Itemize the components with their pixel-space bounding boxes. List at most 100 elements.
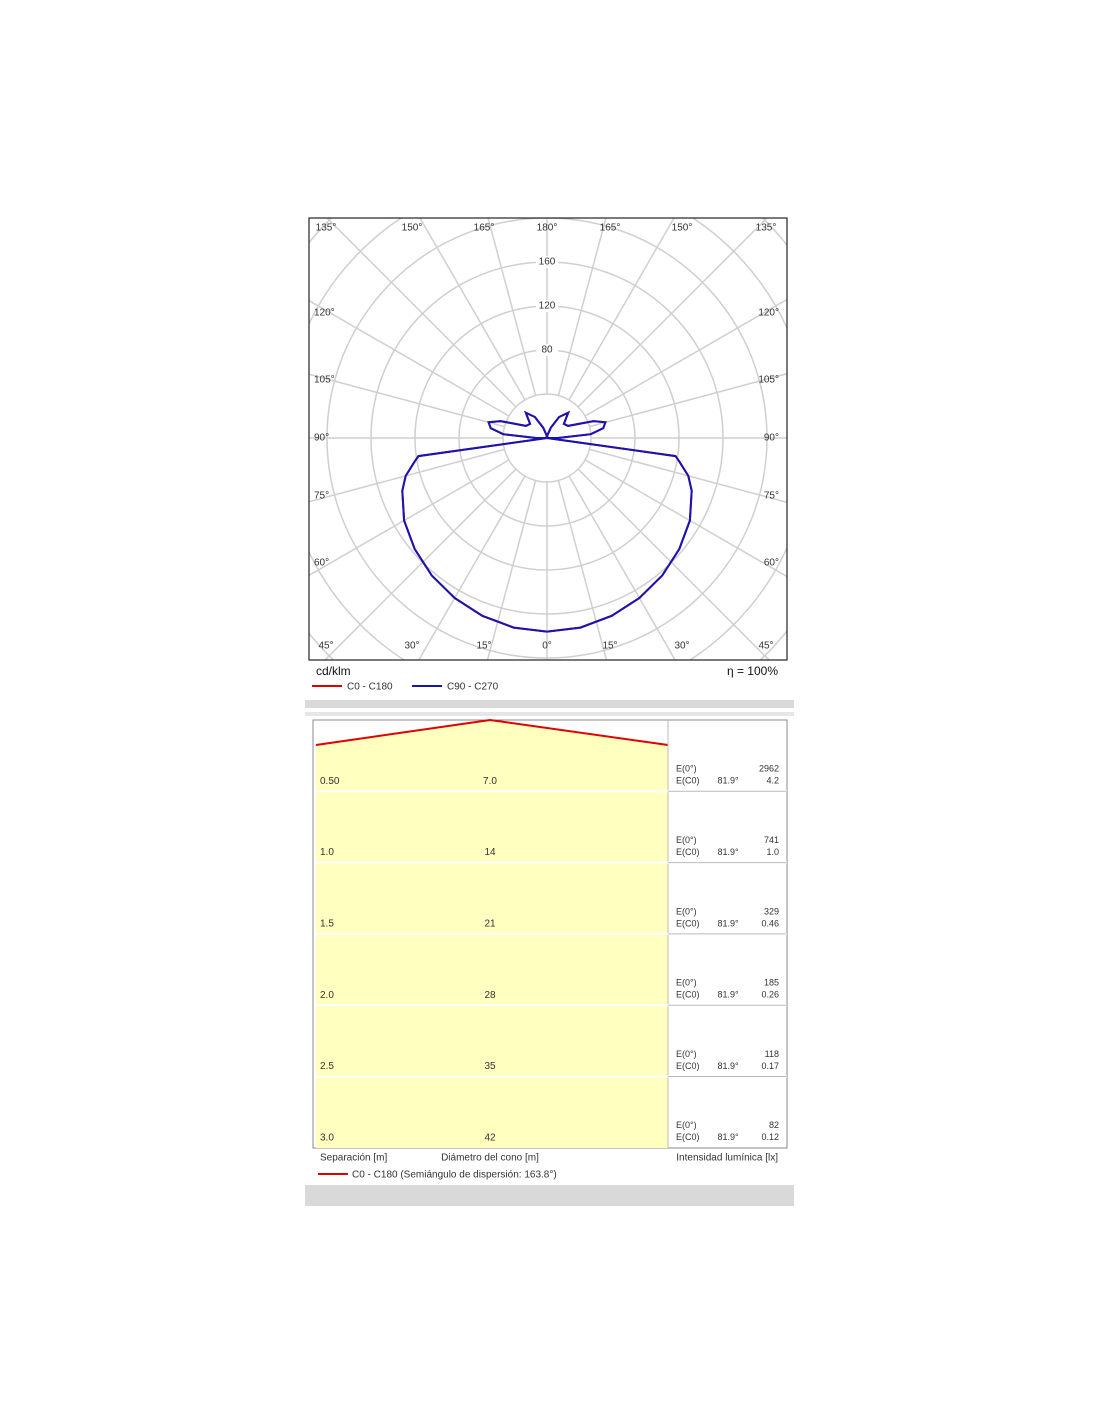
tick-bg <box>536 256 558 268</box>
angle-label: 45° <box>758 641 773 652</box>
e0-label: E(0°) <box>676 978 697 988</box>
angle-label: 0° <box>542 641 552 652</box>
legend-label: C90 - C270 <box>447 682 499 693</box>
separation: 2.0 <box>320 990 334 1001</box>
separation: 1.5 <box>320 919 334 930</box>
radial-line <box>309 299 510 417</box>
r-tick-label: 160 <box>539 257 556 268</box>
angle-label: 120° <box>314 308 335 319</box>
angle-label: 150° <box>672 223 693 234</box>
ec0-value: 0.12 <box>761 1132 779 1142</box>
angle: 81.9° <box>717 1061 739 1071</box>
diameter: 21 <box>484 919 496 930</box>
radial-line <box>577 468 771 660</box>
legend-label: C0 - C180 <box>347 682 393 693</box>
e0-value: 185 <box>764 978 779 988</box>
angle: 81.9° <box>717 776 739 786</box>
angle-label: 75° <box>314 491 329 502</box>
radial-line <box>577 218 769 408</box>
angle-label: 45° <box>318 641 333 652</box>
radial-line <box>557 218 607 396</box>
e0-label: E(0°) <box>676 1049 697 1059</box>
radial-line <box>309 459 510 577</box>
radial-line <box>584 298 787 417</box>
ec0-label: E(C0) <box>676 1061 700 1071</box>
e0-value: 329 <box>764 906 779 916</box>
ec0-value: 0.26 <box>761 990 779 1000</box>
intensity-label: Intensidad lumínica [lx] <box>676 1153 778 1164</box>
angle: 81.9° <box>717 1132 739 1142</box>
diameter: 42 <box>484 1132 496 1143</box>
intensity-curve <box>546 410 693 633</box>
angle-label: 150° <box>402 223 423 234</box>
angle-label: 15° <box>476 641 491 652</box>
separation: 0.50 <box>320 776 340 787</box>
radial-line <box>584 459 787 578</box>
separation-label: Separación [m] <box>320 1153 387 1164</box>
ec0-label: E(C0) <box>676 776 700 786</box>
radial-line <box>557 480 608 660</box>
angle-label: 105° <box>758 375 779 386</box>
angle-label: 90° <box>314 433 329 444</box>
radial-line <box>417 475 526 660</box>
angle-label: 75° <box>764 491 779 502</box>
ec0-value: 0.46 <box>761 918 779 928</box>
r-tick-label: 120 <box>539 301 556 312</box>
diameter: 35 <box>484 1061 496 1072</box>
ec0-label: E(C0) <box>676 1132 700 1142</box>
unit-label: cd/klm <box>316 664 351 678</box>
diameter-label: Diámetro del cono [m] <box>441 1153 539 1164</box>
cone-legend: C0 - C180 (Semiángulo de dispersión: 163… <box>352 1170 557 1181</box>
angle-label: 105° <box>314 375 335 386</box>
e0-label: E(0°) <box>676 764 697 774</box>
radial-line <box>419 218 526 401</box>
separation: 3.0 <box>320 1132 334 1143</box>
e0-value: 118 <box>765 1049 779 1059</box>
cone-outline <box>315 718 669 746</box>
angle-label: 165° <box>474 223 495 234</box>
radial-line <box>589 448 787 504</box>
ec0-value: 1.0 <box>766 847 779 857</box>
separation: 1.0 <box>320 847 334 858</box>
e0-label: E(0°) <box>676 835 697 845</box>
angle: 81.9° <box>717 990 739 1000</box>
radial-line <box>568 475 677 660</box>
tick-bg <box>536 300 558 312</box>
radial-line <box>487 218 537 396</box>
radial-line <box>568 218 675 401</box>
e0-value: 741 <box>764 835 779 845</box>
separator <box>305 712 794 716</box>
angle-label: 135° <box>756 223 777 234</box>
intensity-curve <box>401 410 548 633</box>
e0-label: E(0°) <box>676 906 697 916</box>
angle-label: 60° <box>764 558 779 569</box>
radial-line <box>323 468 517 660</box>
angle: 81.9° <box>717 847 739 857</box>
e0-value: 82 <box>769 1120 779 1130</box>
separation: 2.5 <box>320 1061 334 1072</box>
radial-line <box>309 373 505 428</box>
angle-label: 90° <box>764 433 779 444</box>
diameter: 7.0 <box>483 776 497 787</box>
ec0-label: E(C0) <box>676 918 700 928</box>
efficiency: η = 100% <box>727 664 778 678</box>
separator <box>305 700 794 708</box>
angle-label: 135° <box>316 223 337 234</box>
diameter: 14 <box>484 847 496 858</box>
angle-label: 15° <box>602 641 617 652</box>
ec0-value: 0.17 <box>761 1061 779 1071</box>
angle-label: 30° <box>674 641 689 652</box>
ec0-label: E(C0) <box>676 847 700 857</box>
e0-label: E(0°) <box>676 1120 697 1130</box>
angle-label: 60° <box>314 558 329 569</box>
polar-grid <box>309 218 787 660</box>
angle-label: 120° <box>758 308 779 319</box>
angle-label: 30° <box>404 641 419 652</box>
radial-line <box>325 218 517 408</box>
radial-line <box>309 448 505 503</box>
angle: 81.9° <box>717 918 739 928</box>
tick-bg <box>536 344 558 356</box>
diameter: 28 <box>484 990 496 1001</box>
ec0-label: E(C0) <box>676 990 700 1000</box>
